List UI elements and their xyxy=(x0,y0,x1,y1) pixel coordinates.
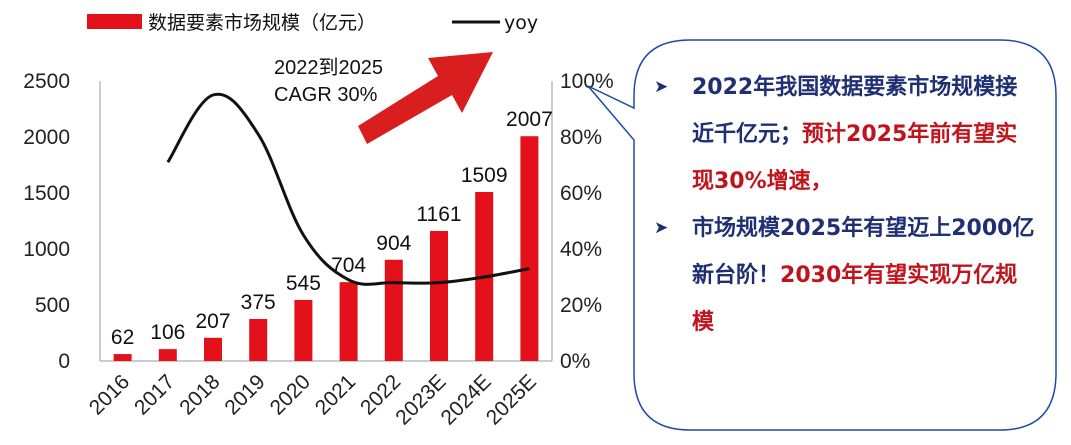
y2-tick-label: 80% xyxy=(560,126,602,149)
annotation-line-2: CAGR 30% xyxy=(274,84,378,106)
bar-data-label: 904 xyxy=(376,232,411,255)
x-tick-label: 2018 xyxy=(175,370,224,419)
bar-data-label: 2007 xyxy=(506,108,553,131)
arrowhead-icon: ➤ xyxy=(654,218,669,238)
legend-swatch-bar xyxy=(87,14,142,29)
bullet-2-part-2: 2030年有望实现万亿规模 xyxy=(692,263,1018,335)
bar xyxy=(294,299,313,361)
yoy-line xyxy=(166,92,530,286)
bar xyxy=(158,349,177,361)
y-tick-label: 500 xyxy=(35,294,70,317)
bar-data-label: 62 xyxy=(111,326,134,349)
bullet-2: ➤ 市场规模2025年有望迈上2000亿新台阶！2030年有望实现万亿规模 xyxy=(654,205,1036,346)
x-tick-label: 2023E xyxy=(391,370,450,429)
legend-label-bar: 数据要素市场规模（亿元） xyxy=(148,12,376,34)
bar-data-label: 704 xyxy=(331,254,366,277)
x-tick-label: 2019 xyxy=(220,370,269,419)
x-tick-label: 2017 xyxy=(130,370,179,419)
bar xyxy=(430,230,448,361)
bar xyxy=(249,319,268,361)
growth-arrow-icon xyxy=(358,52,493,144)
bar-data-label: 106 xyxy=(150,321,185,344)
legend-label-line: yoy xyxy=(504,12,538,34)
bar-data-label: 1161 xyxy=(416,203,461,226)
y2-tick-label: 60% xyxy=(560,182,602,205)
bar xyxy=(339,282,358,361)
x-tick-label: 2020 xyxy=(266,370,315,419)
bullet-1: ➤ 2022年我国数据要素市场规模接近千亿元；预计2025年前有望实现30%增速… xyxy=(654,64,1036,205)
x-tick-label: 2016 xyxy=(85,370,134,419)
annotation-line-1: 2022到2025 xyxy=(274,56,383,79)
y-tick-label: 0 xyxy=(58,350,70,373)
bar-data-label: 207 xyxy=(195,310,230,333)
bullet-1-part-1: 2022年我国数据要素市场规模接近千亿元； xyxy=(692,75,1018,147)
x-tick-label: 2024E xyxy=(437,370,496,429)
x-tick-label: 2025E xyxy=(482,370,541,429)
y-tick-label: 2000 xyxy=(23,126,70,149)
y-tick-label: 1500 xyxy=(23,182,70,205)
bullet-1-part-2: 预计2025年前有望实现30%增速， xyxy=(692,122,1018,194)
x-tick-label: 2021 xyxy=(311,370,360,419)
y-tick-label: 1000 xyxy=(23,238,70,261)
y2-tick-label: 100% xyxy=(560,70,614,93)
bullet-2-part-1: 市场规模2025年有望迈上2000亿新台阶！ xyxy=(692,216,1035,288)
bar xyxy=(113,354,132,361)
bar xyxy=(384,259,403,361)
callout-text: ➤ 2022年我国数据要素市场规模接近千亿元；预计2025年前有望实现30%增速… xyxy=(636,40,1056,430)
bar-data-label: 545 xyxy=(286,272,321,295)
bar-data-label: 375 xyxy=(241,291,276,314)
bar xyxy=(204,337,222,361)
y2-tick-label: 0% xyxy=(560,350,590,373)
y2-tick-label: 40% xyxy=(560,238,602,261)
y-tick-label: 2500 xyxy=(23,70,70,93)
y2-tick-label: 20% xyxy=(560,294,602,317)
arrowhead-icon: ➤ xyxy=(654,77,669,97)
bar-data-label: 1509 xyxy=(461,164,508,187)
bar xyxy=(520,136,539,361)
